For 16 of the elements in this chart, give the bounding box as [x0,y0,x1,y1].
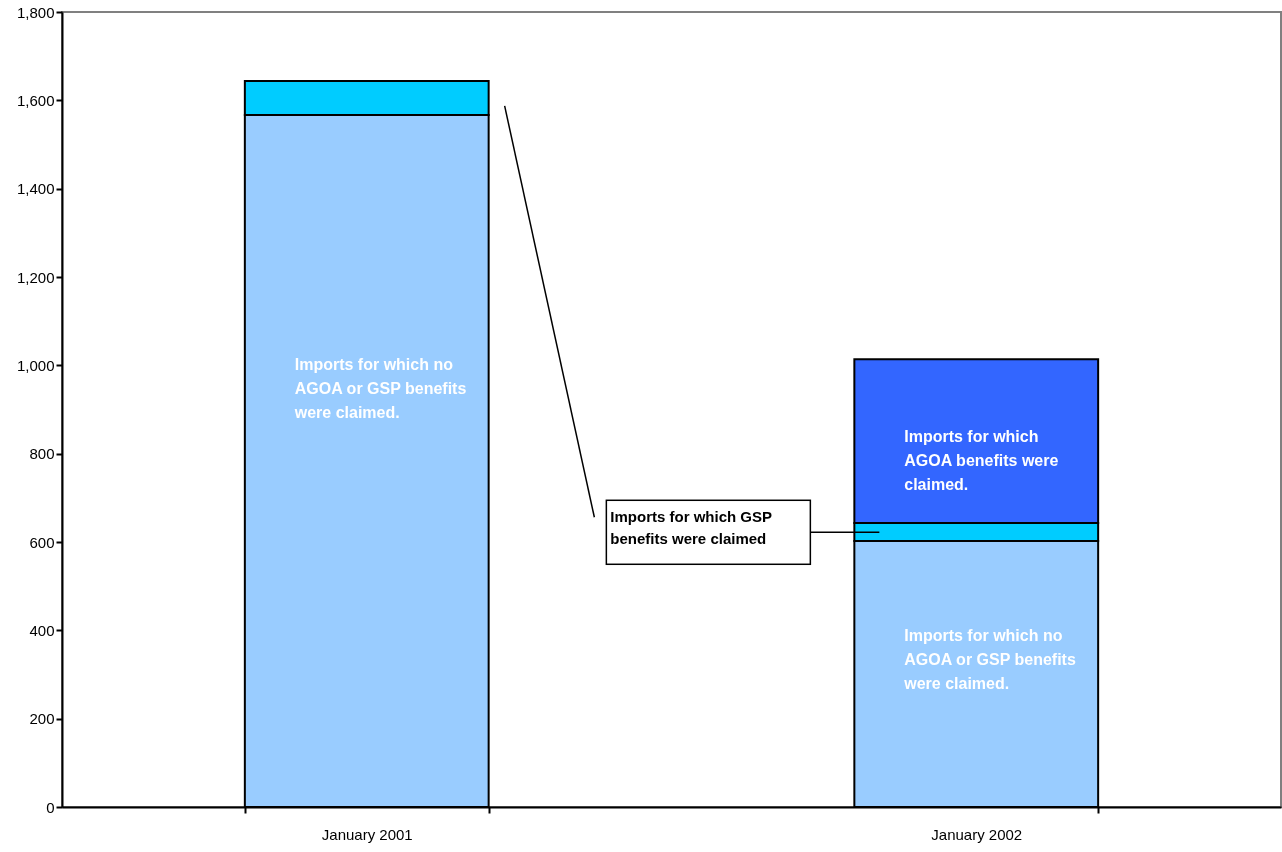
y-tick-label: 1,800 [16,3,55,21]
y-tick-label: 1,400 [16,180,55,198]
y-tick-label: 1,200 [16,268,55,286]
y-tick-label: 200 [29,710,55,728]
annotation: Imports for which no AGOA or GSP benefits were claimed. [293,356,467,422]
x-tick-label: January 2001 [321,825,413,843]
annotation: Imports for which no AGOA or GSP benefits were claimed. [903,627,1076,693]
x-tick-label: January 2002 [931,825,1023,843]
annotation: Imports for which GSP benefits were claimed [610,508,773,548]
y-tick-label: 1,000 [16,356,55,374]
y-tick-label: 800 [29,445,55,463]
y-tick-label: 1,600 [16,91,55,109]
y-tick-label: 400 [29,621,55,639]
y-tick-label: 0 [46,798,55,816]
y-tick-label: 600 [29,533,55,551]
annotation: Imports for which AGOA benefits were claimed. [904,428,1059,494]
